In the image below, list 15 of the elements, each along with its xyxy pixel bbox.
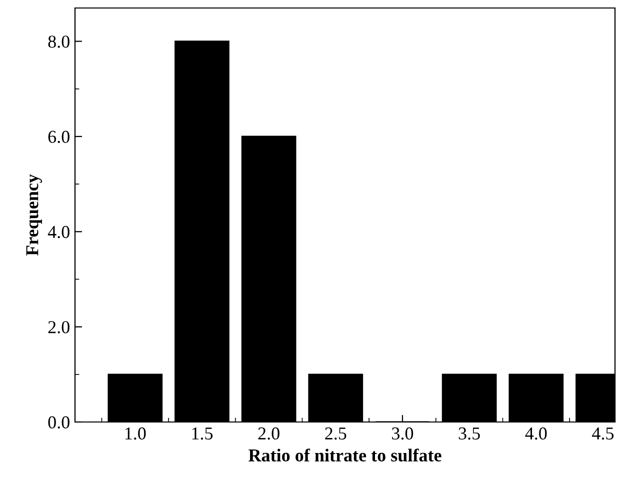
y-tick-label: 8.0 bbox=[48, 36, 70, 48]
x-tick-label: 1.5 bbox=[192, 427, 213, 440]
x-tick-label: 4.0 bbox=[525, 427, 547, 440]
x-axis-title: Ratio of nitrate to sulfate bbox=[248, 448, 442, 462]
x-tick-label: 2.0 bbox=[258, 427, 280, 440]
x-tick-label: 3.5 bbox=[458, 427, 480, 440]
x-tick-label: 1.0 bbox=[125, 427, 146, 440]
y-tick-label: 0.0 bbox=[48, 416, 70, 429]
x-tick-label: 4.5 bbox=[592, 428, 614, 440]
y-tick-label: 4.0 bbox=[48, 226, 70, 238]
y-tick-label: 6.0 bbox=[48, 130, 70, 144]
x-tick-label: 2.5 bbox=[325, 427, 346, 440]
y-tick-label: 2.0 bbox=[48, 321, 70, 334]
x-tick-label: 3.0 bbox=[392, 427, 414, 440]
y-axis-title: Frequency bbox=[26, 174, 42, 256]
